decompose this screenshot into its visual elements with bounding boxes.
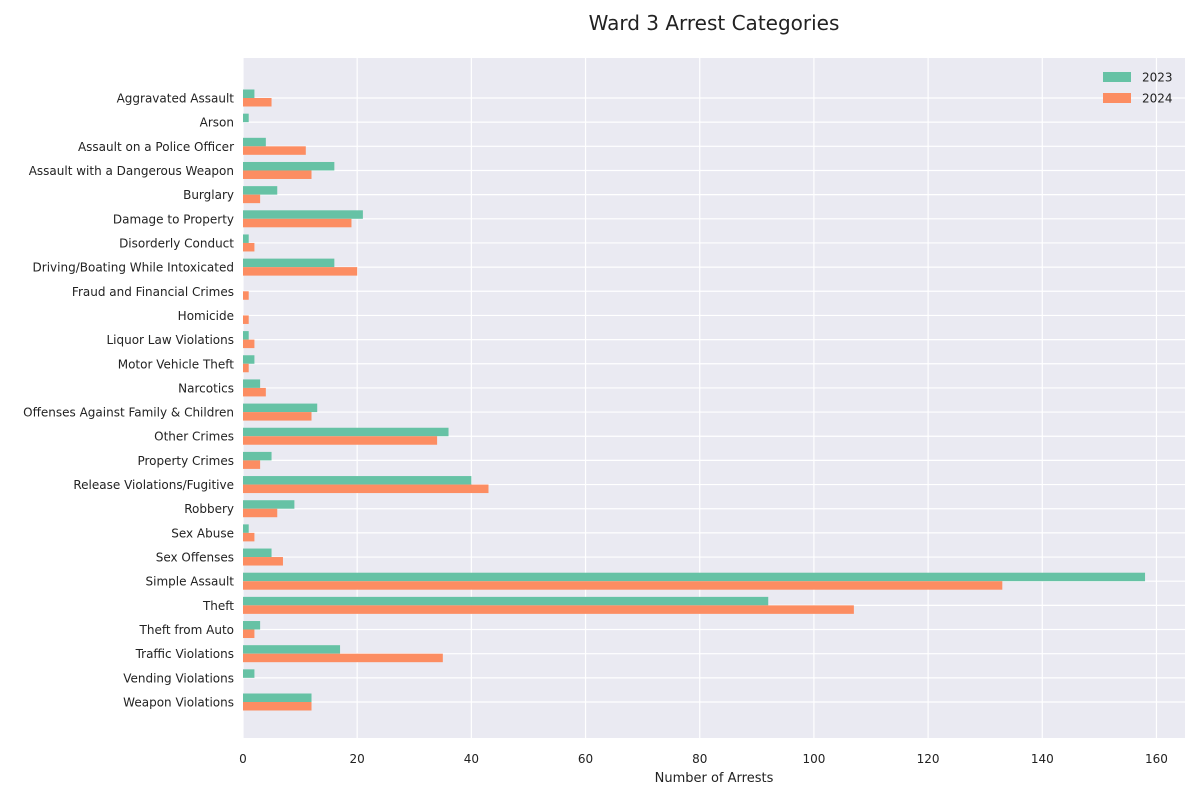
category-label: Robbery xyxy=(184,502,234,516)
category-label: Liquor Law Violations xyxy=(106,333,234,347)
bar-2023-5 xyxy=(243,210,363,219)
bar-2024-9 xyxy=(243,315,249,324)
x-tick-label: 120 xyxy=(917,752,940,766)
x-axis-title: Number of Arrests xyxy=(655,771,774,786)
bar-2023-7 xyxy=(243,258,335,268)
category-label: Disorderly Conduct xyxy=(119,236,234,250)
category-label: Theft from Auto xyxy=(139,623,234,637)
category-label: Damage to Property xyxy=(113,212,234,226)
bar-2023-6 xyxy=(243,234,249,243)
bar-2024-7 xyxy=(243,267,358,276)
x-tick-label: 40 xyxy=(464,752,479,766)
bar-2024-22 xyxy=(243,629,255,639)
bar-2023-10 xyxy=(243,331,249,340)
bar-2024-11 xyxy=(243,363,249,373)
category-label: Motor Vehicle Theft xyxy=(118,357,235,371)
bar-2023-25 xyxy=(243,693,312,702)
category-label: Homicide xyxy=(178,309,234,323)
legend: 2023 2024 xyxy=(1103,71,1173,106)
bar-2024-3 xyxy=(243,170,312,179)
category-label: Traffic Violations xyxy=(135,647,234,661)
bar-2024-25 xyxy=(243,702,312,711)
x-tick-label: 160 xyxy=(1145,752,1168,766)
bar-2023-18 xyxy=(243,524,249,533)
bar-2023-21 xyxy=(243,596,769,606)
grid-lines xyxy=(242,58,1185,738)
category-label: Burglary xyxy=(183,188,234,202)
legend-swatch-2023 xyxy=(1103,72,1131,82)
category-label: Fraud and Financial Crimes xyxy=(72,285,234,299)
bar-2024-6 xyxy=(243,242,255,252)
bar-2024-10 xyxy=(243,339,255,349)
category-label: Arson xyxy=(200,116,234,130)
legend-label: 2024 xyxy=(1142,92,1173,106)
bar-2024-15 xyxy=(243,460,261,469)
bar-2023-3 xyxy=(243,161,335,171)
bar-2023-22 xyxy=(243,621,261,630)
bar-2024-4 xyxy=(243,194,261,204)
x-axis-ticks: 0 20 40 60 80 100 120 140 160 xyxy=(239,752,1168,766)
bar-2024-16 xyxy=(243,484,489,494)
bar-2023-4 xyxy=(243,186,278,195)
bar-2024-2 xyxy=(243,146,306,155)
bar-2024-21 xyxy=(243,605,854,614)
category-label: Other Crimes xyxy=(154,430,234,444)
bar-2024-19 xyxy=(243,557,283,566)
bar-2023-2 xyxy=(243,137,266,147)
bar-2024-8 xyxy=(243,291,249,300)
bar-2023-19 xyxy=(243,548,272,558)
chart-title: Ward 3 Arrest Categories xyxy=(589,11,840,35)
bar-2024-5 xyxy=(243,218,352,228)
bar-2024-20 xyxy=(243,581,1003,590)
bar-2023-15 xyxy=(243,451,272,461)
bar-2024-18 xyxy=(243,532,255,542)
category-label: Simple Assault xyxy=(146,575,235,589)
legend-swatch-2024 xyxy=(1103,93,1131,103)
bar-2023-24 xyxy=(243,669,255,678)
bar-2024-0 xyxy=(243,98,272,107)
bar-2023-12 xyxy=(243,379,261,388)
x-tick-label: 60 xyxy=(578,752,593,766)
bar-2024-12 xyxy=(243,387,266,397)
x-tick-label: 100 xyxy=(802,752,825,766)
category-label: Narcotics xyxy=(178,381,234,395)
bar-2024-23 xyxy=(243,653,443,663)
bar-2023-0 xyxy=(243,89,255,98)
bar-2023-1 xyxy=(243,113,249,123)
bar-2023-14 xyxy=(243,427,449,437)
category-label: Property Crimes xyxy=(137,454,234,468)
x-tick-label: 140 xyxy=(1031,752,1054,766)
category-label: Release Violations/Fugitive xyxy=(73,478,234,492)
bar-2024-13 xyxy=(243,412,312,421)
bar-2023-20 xyxy=(243,572,1146,582)
x-tick-label: 0 xyxy=(239,752,247,766)
category-label: Assault with a Dangerous Weapon xyxy=(29,164,234,178)
bar-2023-11 xyxy=(243,355,255,364)
category-label: Theft xyxy=(202,599,234,613)
bar-2023-17 xyxy=(243,500,295,509)
bar-2023-13 xyxy=(243,403,318,413)
bars xyxy=(243,89,1146,711)
x-tick-label: 80 xyxy=(692,752,707,766)
x-tick-label: 20 xyxy=(350,752,365,766)
legend-label: 2023 xyxy=(1142,71,1173,85)
category-label: Weapon Violations xyxy=(123,696,234,710)
bar-2024-14 xyxy=(243,436,438,445)
category-label: Aggravated Assault xyxy=(117,92,235,106)
category-label: Offenses Against Family & Children xyxy=(23,406,234,420)
plot-area xyxy=(243,58,1185,738)
bar-2024-17 xyxy=(243,508,278,518)
bar-2023-23 xyxy=(243,645,341,654)
category-label: Vending Violations xyxy=(123,671,234,685)
category-label: Sex Abuse xyxy=(171,526,234,540)
category-label: Assault on a Police Officer xyxy=(78,140,234,154)
bar-2023-16 xyxy=(243,476,472,485)
category-label: Sex Offenses xyxy=(156,551,234,565)
category-labels: Aggravated Assault Arson Assault on a Poli… xyxy=(23,92,234,710)
category-label: Driving/Boating While Intoxicated xyxy=(33,261,234,275)
